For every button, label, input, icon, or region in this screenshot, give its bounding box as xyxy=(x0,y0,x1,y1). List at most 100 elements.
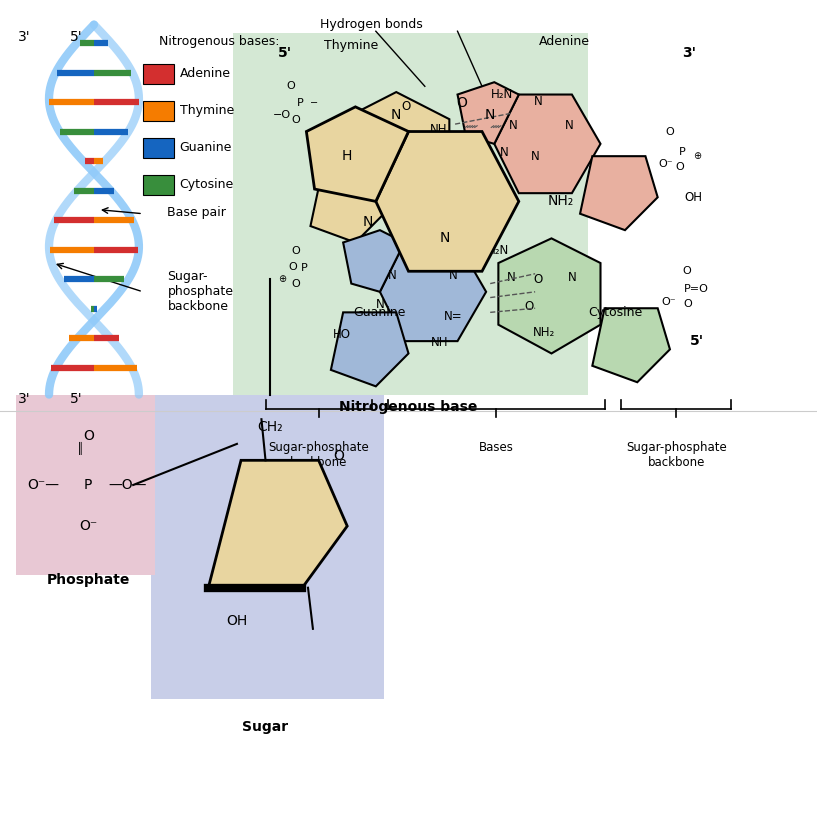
Text: Sugar-phosphate
backbone: Sugar-phosphate backbone xyxy=(268,441,369,469)
Text: H₂N: H₂N xyxy=(487,244,510,257)
Text: 5': 5' xyxy=(690,334,704,349)
Text: O: O xyxy=(287,81,295,91)
Text: N: N xyxy=(500,145,508,159)
Text: N: N xyxy=(531,150,539,163)
Text: O: O xyxy=(525,300,534,313)
Bar xyxy=(143,175,174,195)
Text: Base pair: Base pair xyxy=(167,206,226,219)
Text: N: N xyxy=(376,133,384,146)
Text: N: N xyxy=(363,215,373,229)
Text: N: N xyxy=(391,108,401,122)
Text: O: O xyxy=(684,299,692,309)
Text: —O—: —O— xyxy=(109,478,146,492)
Text: Bases: Bases xyxy=(479,441,513,455)
Text: N: N xyxy=(565,119,574,132)
Text: 3': 3' xyxy=(682,46,696,61)
Text: N: N xyxy=(449,269,458,282)
Text: O⁻: O⁻ xyxy=(661,297,676,307)
Bar xyxy=(143,64,174,84)
Text: O⁻: O⁻ xyxy=(659,159,673,169)
Text: O: O xyxy=(533,273,542,286)
Polygon shape xyxy=(343,92,449,210)
Text: NH₂: NH₂ xyxy=(533,326,556,339)
Text: 5': 5' xyxy=(69,391,83,406)
Text: Nitrogenous base: Nitrogenous base xyxy=(339,399,478,414)
Text: N: N xyxy=(534,95,542,108)
Text: Hydrogen bonds: Hydrogen bonds xyxy=(320,18,423,31)
Text: O: O xyxy=(292,246,300,256)
Text: P: P xyxy=(679,147,685,157)
Text: Phosphate: Phosphate xyxy=(47,572,130,587)
Text: O: O xyxy=(401,100,411,113)
Text: P: P xyxy=(297,98,304,108)
Polygon shape xyxy=(380,242,486,341)
Text: 5': 5' xyxy=(69,30,83,44)
Polygon shape xyxy=(208,460,347,588)
Text: Thymine: Thymine xyxy=(324,39,378,52)
Text: N: N xyxy=(568,271,576,284)
Text: Guanine: Guanine xyxy=(354,306,406,319)
Bar xyxy=(151,395,384,699)
Text: NH₂: NH₂ xyxy=(547,194,574,209)
Text: O: O xyxy=(292,115,300,125)
Text: N=: N= xyxy=(444,310,462,323)
Text: P: P xyxy=(84,478,92,492)
Text: 5': 5' xyxy=(278,46,292,61)
Polygon shape xyxy=(310,169,388,242)
Text: Cytosine: Cytosine xyxy=(588,306,642,319)
Text: ║: ║ xyxy=(77,441,83,455)
Text: HO: HO xyxy=(333,328,351,341)
Text: O: O xyxy=(682,266,690,276)
Text: NH: NH xyxy=(430,123,448,136)
Text: ⊕: ⊕ xyxy=(693,151,701,161)
Text: −: − xyxy=(310,98,319,108)
Text: Sugar-phosphate
backbone: Sugar-phosphate backbone xyxy=(626,441,727,469)
Text: Sugar-
phosphate
backbone: Sugar- phosphate backbone xyxy=(167,270,234,313)
Text: O: O xyxy=(83,428,94,443)
Text: OH: OH xyxy=(226,613,248,628)
Text: O⁻—: O⁻— xyxy=(27,478,60,492)
Text: N: N xyxy=(376,298,384,311)
Text: O⁻: O⁻ xyxy=(79,519,97,533)
Text: P=O: P=O xyxy=(684,284,708,294)
Text: 3': 3' xyxy=(18,30,31,44)
Text: N: N xyxy=(418,244,426,257)
Text: O: O xyxy=(676,162,684,172)
Bar xyxy=(143,101,174,121)
Text: N: N xyxy=(440,231,450,246)
Text: N: N xyxy=(388,269,396,282)
Text: O: O xyxy=(401,166,411,179)
Polygon shape xyxy=(376,132,519,271)
Text: H: H xyxy=(342,149,352,164)
Polygon shape xyxy=(498,238,600,353)
Text: −O: −O xyxy=(273,110,291,120)
Text: H₂N: H₂N xyxy=(490,88,513,101)
Text: Cytosine: Cytosine xyxy=(180,178,234,192)
Polygon shape xyxy=(331,312,408,386)
Text: NH: NH xyxy=(431,336,449,349)
Polygon shape xyxy=(343,230,404,292)
Polygon shape xyxy=(306,107,408,201)
Bar xyxy=(16,395,155,575)
Text: ⊕: ⊕ xyxy=(278,275,286,284)
Text: N: N xyxy=(507,271,516,284)
Text: Thymine: Thymine xyxy=(180,104,234,118)
Polygon shape xyxy=(580,156,658,230)
Polygon shape xyxy=(458,82,519,144)
Bar xyxy=(143,138,174,158)
Text: O: O xyxy=(666,127,674,136)
Polygon shape xyxy=(494,95,600,193)
Text: 3': 3' xyxy=(18,391,31,406)
Text: CH₂: CH₂ xyxy=(257,420,283,435)
Text: Adenine: Adenine xyxy=(180,67,230,81)
Text: Guanine: Guanine xyxy=(180,141,232,155)
Text: O: O xyxy=(333,449,345,464)
Polygon shape xyxy=(592,308,670,382)
Text: N: N xyxy=(485,108,495,122)
Text: O: O xyxy=(288,262,297,272)
Text: N: N xyxy=(509,119,517,132)
Text: Adenine: Adenine xyxy=(539,35,590,48)
Text: O: O xyxy=(456,95,467,110)
Text: Nitrogenous bases:: Nitrogenous bases: xyxy=(159,35,279,48)
Text: P: P xyxy=(301,263,307,273)
